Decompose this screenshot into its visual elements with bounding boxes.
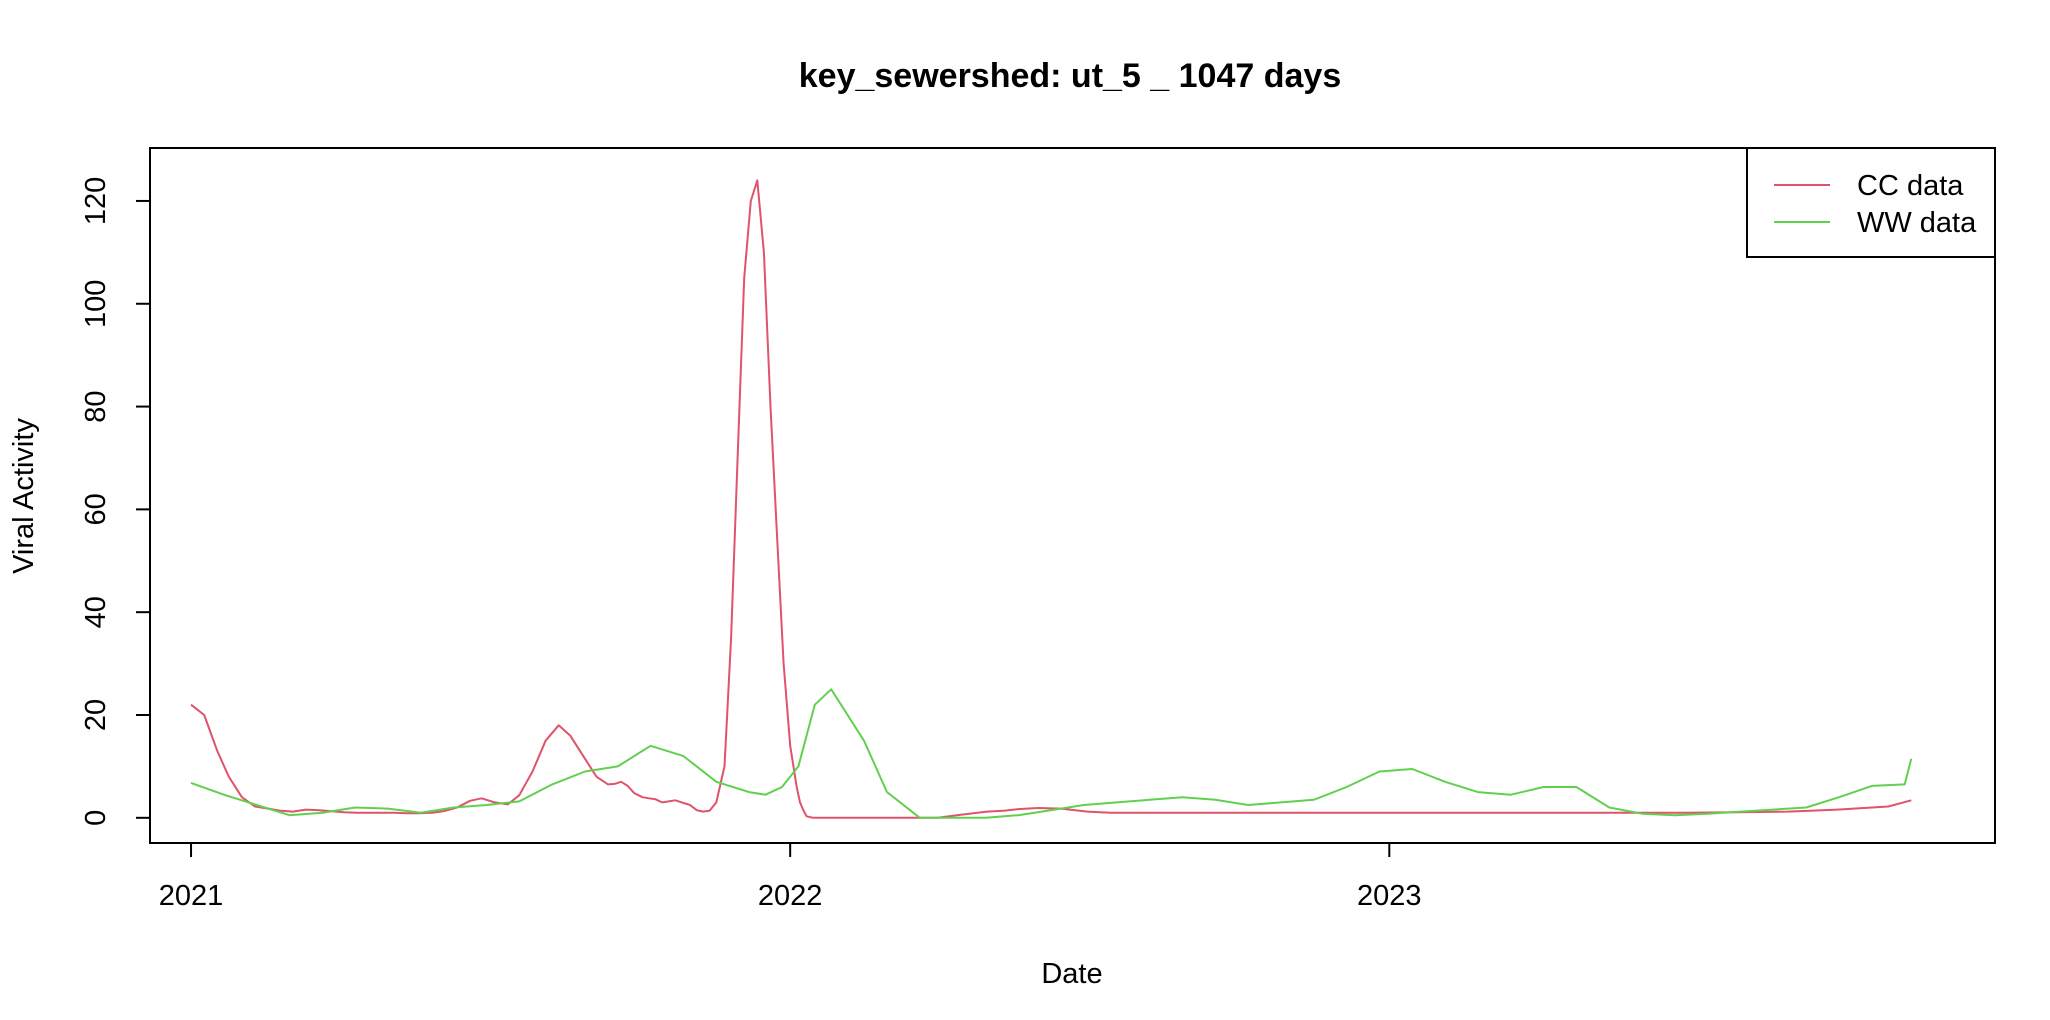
- series-line-ww-data: [190, 688, 1913, 819]
- y-tick-label: 60: [80, 493, 112, 525]
- plot-frame: [149, 147, 1996, 844]
- y-tick-label: 100: [80, 280, 112, 328]
- legend: CC data WW data: [1746, 147, 1996, 258]
- y-tick-label: 20: [80, 699, 112, 731]
- y-tick-label: 120: [80, 177, 112, 225]
- x-tick-label: 2023: [1357, 880, 1422, 912]
- series-layer: [190, 179, 1913, 819]
- x-axis: 2021 2022 2023: [159, 842, 1422, 912]
- x-axis-label: Date: [1041, 958, 1102, 990]
- y-tick-label: 40: [80, 596, 112, 628]
- series-line-cc-data: [190, 179, 1912, 819]
- x-tick-label: 2021: [159, 880, 224, 912]
- y-tick-label: 80: [80, 390, 112, 422]
- legend-label-cc-data: CC data: [1857, 170, 1964, 202]
- legend-label-ww-data: WW data: [1857, 207, 1977, 239]
- x-tick-label: 2022: [758, 880, 823, 912]
- legend-box: [1746, 147, 1996, 258]
- y-axis-label: Viral Activity: [8, 418, 40, 574]
- chart-title: key_sewershed: ut_5 _ 1047 days: [799, 57, 1341, 95]
- y-axis: 0 20 40 60 80 100 120: [80, 177, 151, 826]
- y-tick-label: 0: [80, 810, 112, 826]
